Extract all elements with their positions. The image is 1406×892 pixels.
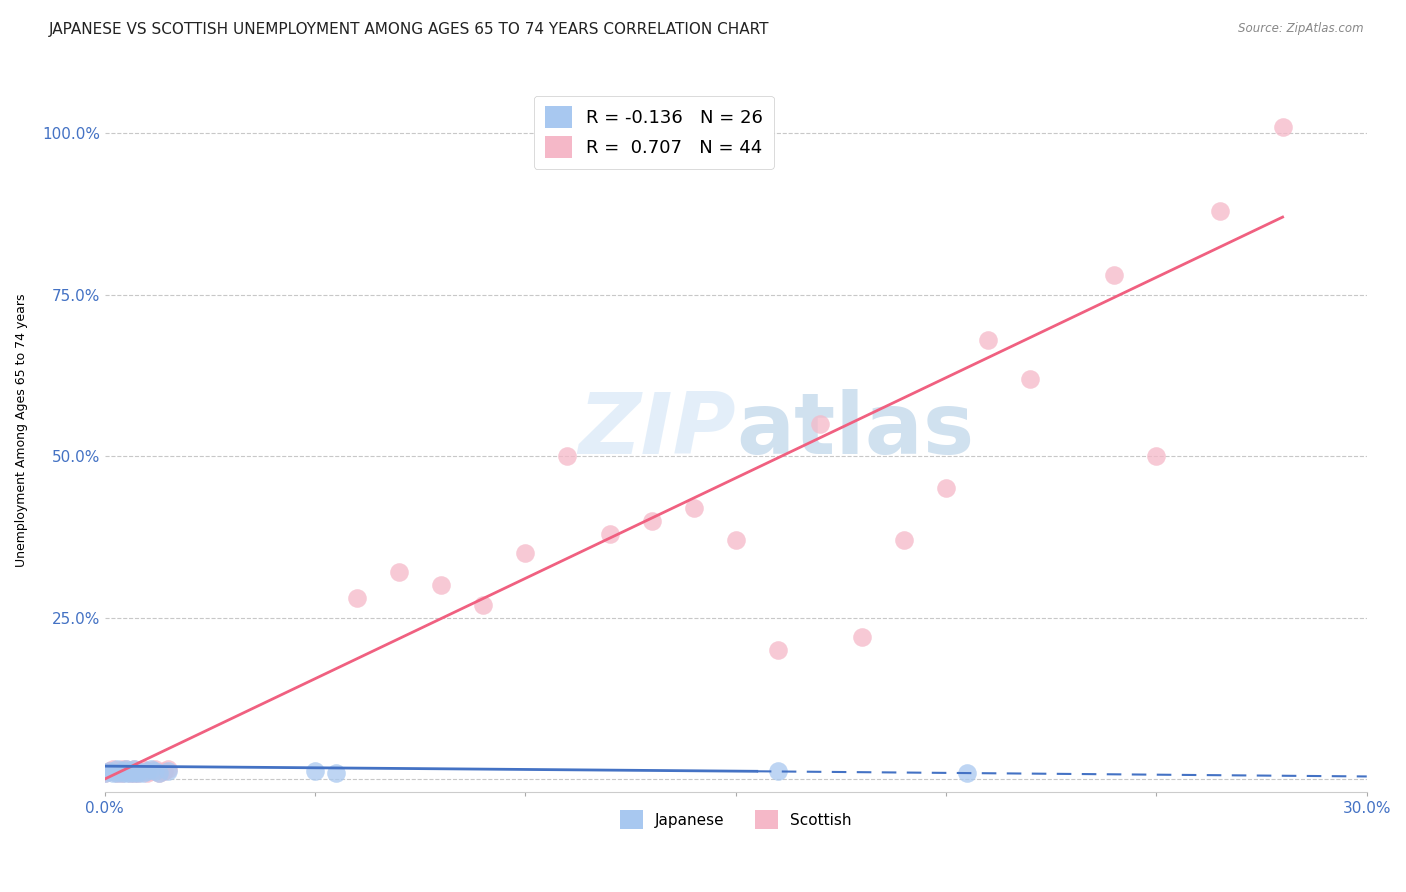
- Point: [935, 482, 957, 496]
- Point: [110, 764, 132, 779]
- Point: [148, 765, 170, 780]
- Point: [156, 764, 179, 779]
- Point: [430, 578, 453, 592]
- Point: [118, 765, 141, 780]
- Point: [143, 763, 166, 777]
- Text: atlas: atlas: [735, 389, 974, 472]
- Point: [122, 765, 145, 780]
- Point: [472, 598, 495, 612]
- Point: [105, 763, 128, 777]
- Point: [139, 764, 162, 779]
- Point: [97, 764, 120, 779]
- Point: [977, 333, 1000, 347]
- Point: [766, 643, 789, 657]
- Point: [766, 764, 789, 779]
- Point: [515, 546, 537, 560]
- Point: [304, 764, 326, 779]
- Point: [101, 763, 124, 777]
- Point: [118, 765, 141, 780]
- Point: [127, 764, 149, 779]
- Point: [1019, 371, 1042, 385]
- Point: [105, 764, 128, 779]
- Point: [851, 630, 873, 644]
- Point: [135, 764, 157, 779]
- Point: [118, 764, 141, 779]
- Point: [94, 765, 117, 780]
- Point: [682, 500, 704, 515]
- Point: [114, 764, 136, 779]
- Point: [135, 764, 157, 779]
- Point: [148, 765, 170, 780]
- Point: [122, 763, 145, 777]
- Point: [118, 764, 141, 779]
- Point: [1104, 268, 1126, 283]
- Point: [893, 533, 915, 547]
- Point: [114, 763, 136, 777]
- Point: [114, 764, 136, 779]
- Legend: Japanese, Scottish: Japanese, Scottish: [613, 804, 858, 835]
- Point: [114, 765, 136, 780]
- Point: [808, 417, 831, 431]
- Point: [122, 763, 145, 777]
- Point: [956, 765, 979, 780]
- Text: Source: ZipAtlas.com: Source: ZipAtlas.com: [1239, 22, 1364, 36]
- Point: [122, 765, 145, 780]
- Point: [156, 763, 179, 777]
- Point: [557, 449, 579, 463]
- Point: [325, 765, 347, 780]
- Point: [97, 764, 120, 779]
- Y-axis label: Unemployment Among Ages 65 to 74 years: Unemployment Among Ages 65 to 74 years: [15, 293, 28, 567]
- Point: [101, 765, 124, 780]
- Point: [135, 765, 157, 780]
- Point: [127, 764, 149, 779]
- Point: [127, 765, 149, 780]
- Point: [346, 591, 368, 606]
- Point: [640, 514, 662, 528]
- Point: [110, 763, 132, 777]
- Text: JAPANESE VS SCOTTISH UNEMPLOYMENT AMONG AGES 65 TO 74 YEARS CORRELATION CHART: JAPANESE VS SCOTTISH UNEMPLOYMENT AMONG …: [49, 22, 769, 37]
- Point: [131, 763, 153, 777]
- Point: [139, 763, 162, 777]
- Point: [1144, 449, 1167, 463]
- Point: [105, 765, 128, 780]
- Point: [110, 765, 132, 780]
- Point: [94, 765, 117, 780]
- Point: [105, 765, 128, 780]
- Text: ZIP: ZIP: [578, 389, 735, 472]
- Point: [1208, 203, 1230, 218]
- Point: [599, 526, 621, 541]
- Point: [114, 763, 136, 777]
- Point: [1271, 120, 1294, 134]
- Point: [131, 765, 153, 780]
- Point: [724, 533, 747, 547]
- Point: [127, 765, 149, 780]
- Point: [143, 764, 166, 779]
- Point: [388, 566, 411, 580]
- Point: [110, 765, 132, 780]
- Point: [152, 764, 174, 779]
